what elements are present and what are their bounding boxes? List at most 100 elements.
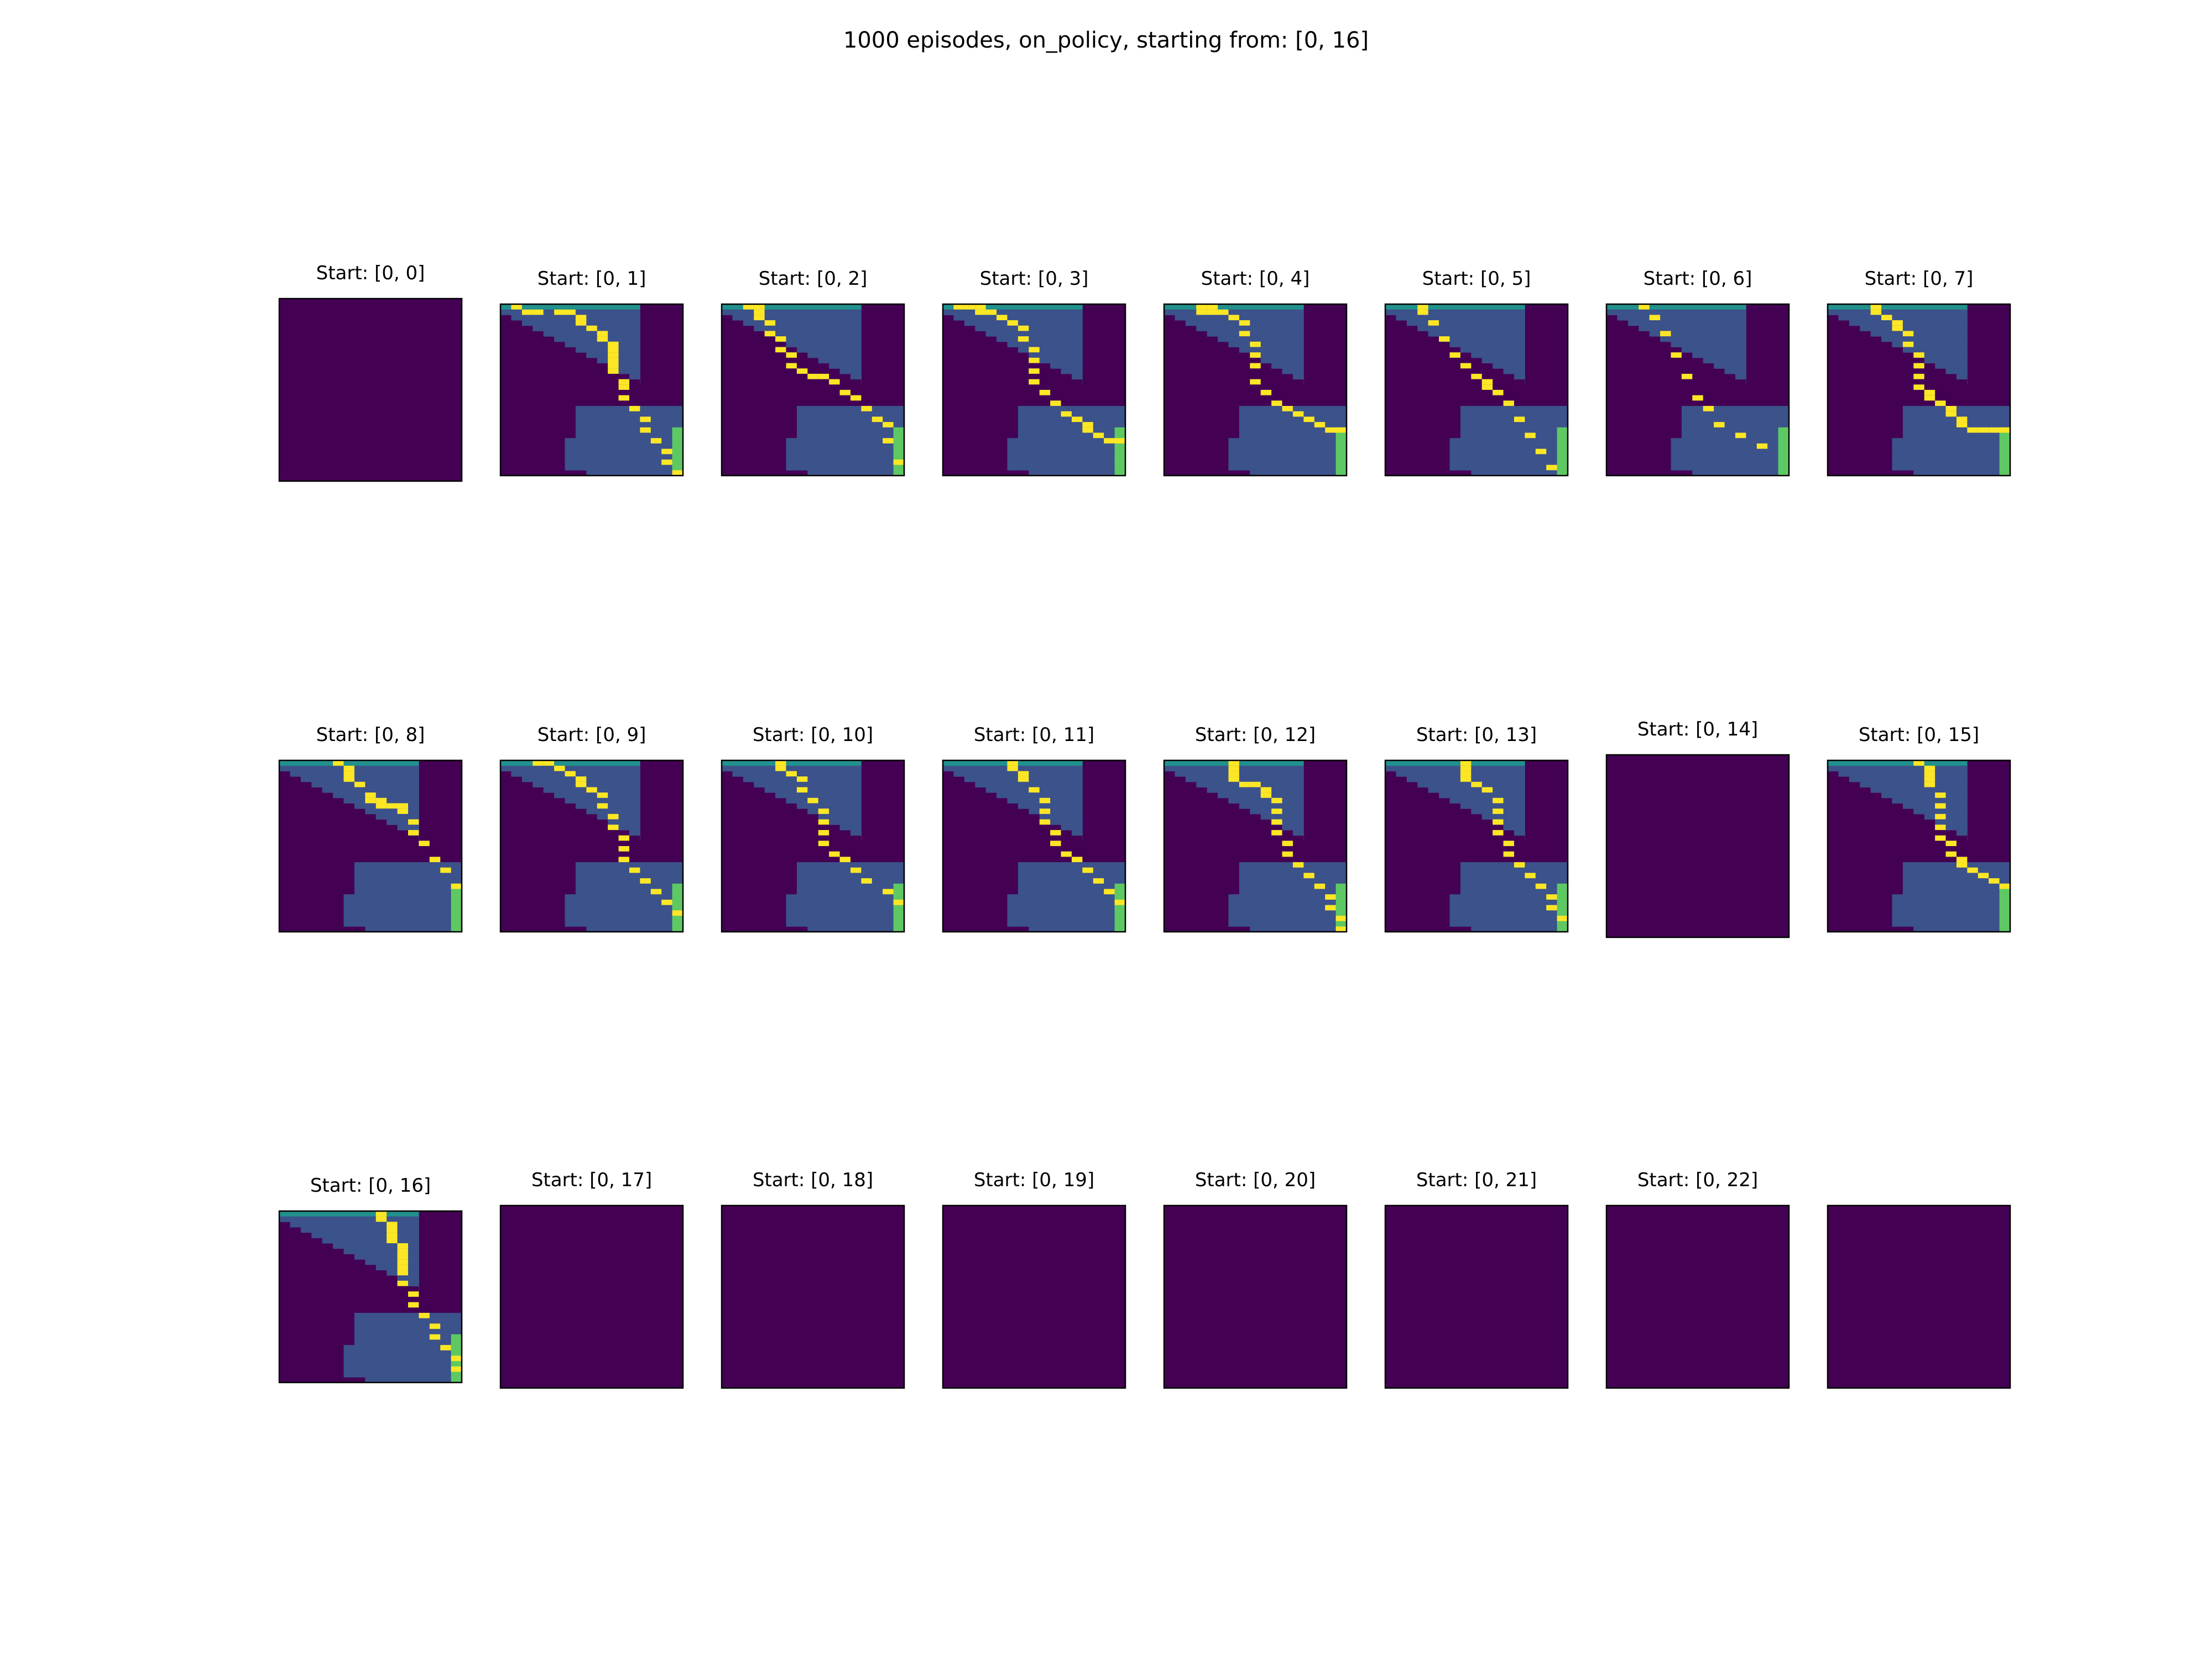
path-cell [1271,808,1282,814]
path-cell [1196,304,1207,310]
track-cell [1239,883,1347,889]
path-cell [985,309,997,315]
track-cell [786,899,905,906]
path-cell [1924,390,1936,395]
path-cell [818,830,830,836]
path-cell [1282,406,1293,411]
track-cell [618,825,640,831]
track-cell [1617,315,1746,321]
path-cell [397,1243,408,1249]
path-cell [1260,792,1272,798]
panel: Start: [0, 19] [942,1169,1126,1389]
track-cell [1460,411,1568,417]
path-cell [1493,390,1504,395]
path-cell [1881,315,1892,321]
heatmap-background [1606,1206,1789,1388]
panel: Start: [0, 4] [1163,268,1348,477]
track-cell [1449,448,1568,455]
track-cell [1007,905,1126,911]
track-cell [1460,432,1568,439]
path-cell [818,373,830,379]
track-cell [1071,373,1083,380]
track-cell [565,910,684,916]
track-cell [354,1254,419,1260]
start-line [500,304,640,310]
finish-line [1114,427,1125,476]
track-cell [343,1350,462,1357]
track-cell [343,1366,462,1373]
track-cell [1061,368,1083,374]
path-cell [1460,760,1472,766]
track-cell [1460,867,1568,873]
path-cell [397,803,408,809]
track-cell [807,808,862,815]
path-cell [1756,443,1768,449]
track-cell [1007,454,1126,460]
track-cell [1250,470,1347,476]
track-cell [796,878,905,884]
path-cell [608,357,619,363]
track-cell [1250,926,1347,932]
path-cell [375,797,387,804]
path-cell [554,309,565,315]
track-cell [1945,825,1968,831]
track-cell [1902,873,2011,879]
panel-title: Start: [0, 3] [980,268,1089,290]
track-cell [354,1323,462,1329]
track-cell [1692,352,1746,358]
track-cell [796,422,905,428]
track-cell [1892,448,2011,455]
track-cell [1218,336,1304,342]
path-cell [1207,304,1218,310]
track-cell [786,341,862,347]
track-cell [764,787,862,793]
panel-frame [1163,1204,1348,1389]
track-cell [1892,905,2011,911]
path-cell [618,395,629,401]
path-cell [807,373,818,379]
finish-line [1335,427,1347,476]
path-cell [365,792,376,798]
path-cell [608,352,619,358]
track-cell [1228,465,1347,471]
track-cell [796,889,905,895]
path-cell [1207,309,1218,315]
track-cell [786,797,862,804]
path-cell [1061,411,1072,417]
track-cell [354,862,462,868]
path-cell [1989,427,2000,433]
finish-line [1335,883,1347,932]
path-cell [650,438,662,444]
track-cell [1050,819,1083,825]
path-cell [1460,765,1472,771]
track-cell [1735,373,1746,380]
path-cell [1460,771,1472,777]
panel-frame [942,759,1126,933]
track-cell [1239,878,1347,884]
track-cell [1681,416,1790,422]
path-cell [343,776,354,782]
path-cell [872,416,883,422]
track-cell [796,862,905,868]
path-cell [672,910,683,916]
track-cell [343,1345,462,1351]
heatmap-background [279,299,462,481]
panel: Start: [0, 1] [499,268,684,477]
track-cell [354,1339,462,1345]
track-cell [786,443,905,450]
panel-frame [1605,754,1790,938]
path-cell [1967,427,1978,433]
track-cell [365,1259,419,1265]
track-cell [818,357,862,364]
start-line [1385,304,1525,310]
path-cell [629,867,640,873]
track-cell [1460,422,1568,428]
track-cell [1935,819,1968,825]
path-cell [1071,857,1083,863]
track-cell [786,459,905,466]
path-cell [1250,781,1261,787]
track-cell [1967,379,1968,385]
track-cell [1185,776,1304,782]
path-cell [1978,873,1989,879]
